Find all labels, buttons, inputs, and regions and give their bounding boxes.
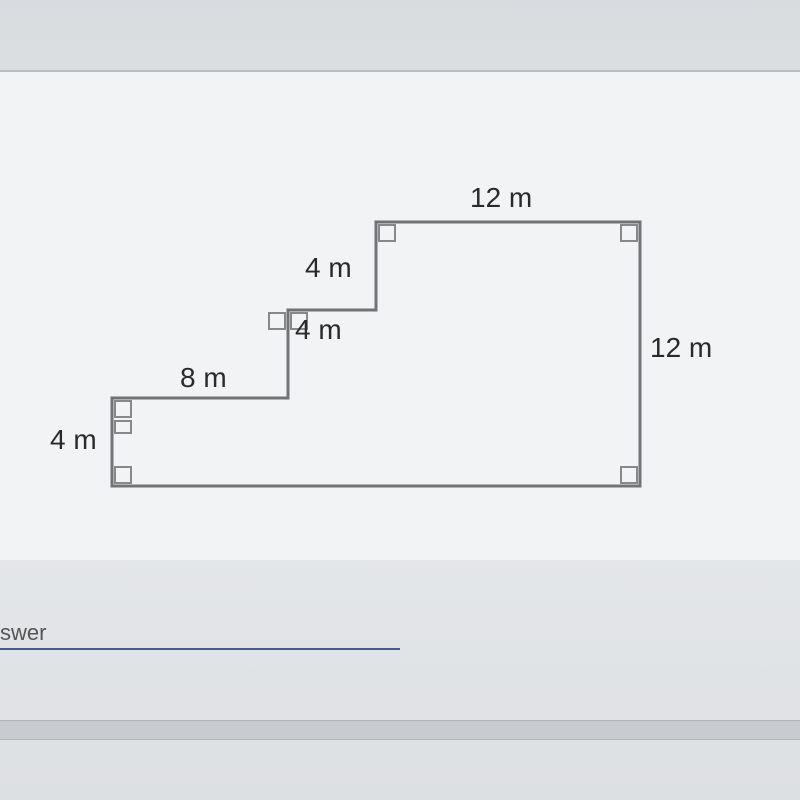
dim-label-top: 12 m [470,182,532,214]
right-angle-marker [378,224,396,242]
answer-label: swer [0,620,46,646]
dim-label-step1h: 4 m [295,314,342,346]
dim-label-left: 4 m [50,424,97,456]
right-angle-marker [114,420,132,434]
dim-label-step2h: 8 m [180,362,227,394]
geometry-diagram: 12 m 12 m 4 m 4 m 8 m 4 m [70,212,710,552]
right-angle-marker [114,466,132,484]
content-panel: 12 m 12 m 4 m 4 m 8 m 4 m [0,70,800,560]
right-angle-marker [268,312,286,330]
polygon-outline [112,222,640,486]
bottom-divider [0,720,800,740]
right-angle-marker [620,224,638,242]
dim-label-right: 12 m [650,332,712,364]
right-angle-marker [620,466,638,484]
answer-input-line[interactable] [0,648,400,650]
right-angle-marker [114,400,132,418]
dim-label-step1v: 4 m [305,252,352,284]
staircase-polygon [70,212,710,552]
